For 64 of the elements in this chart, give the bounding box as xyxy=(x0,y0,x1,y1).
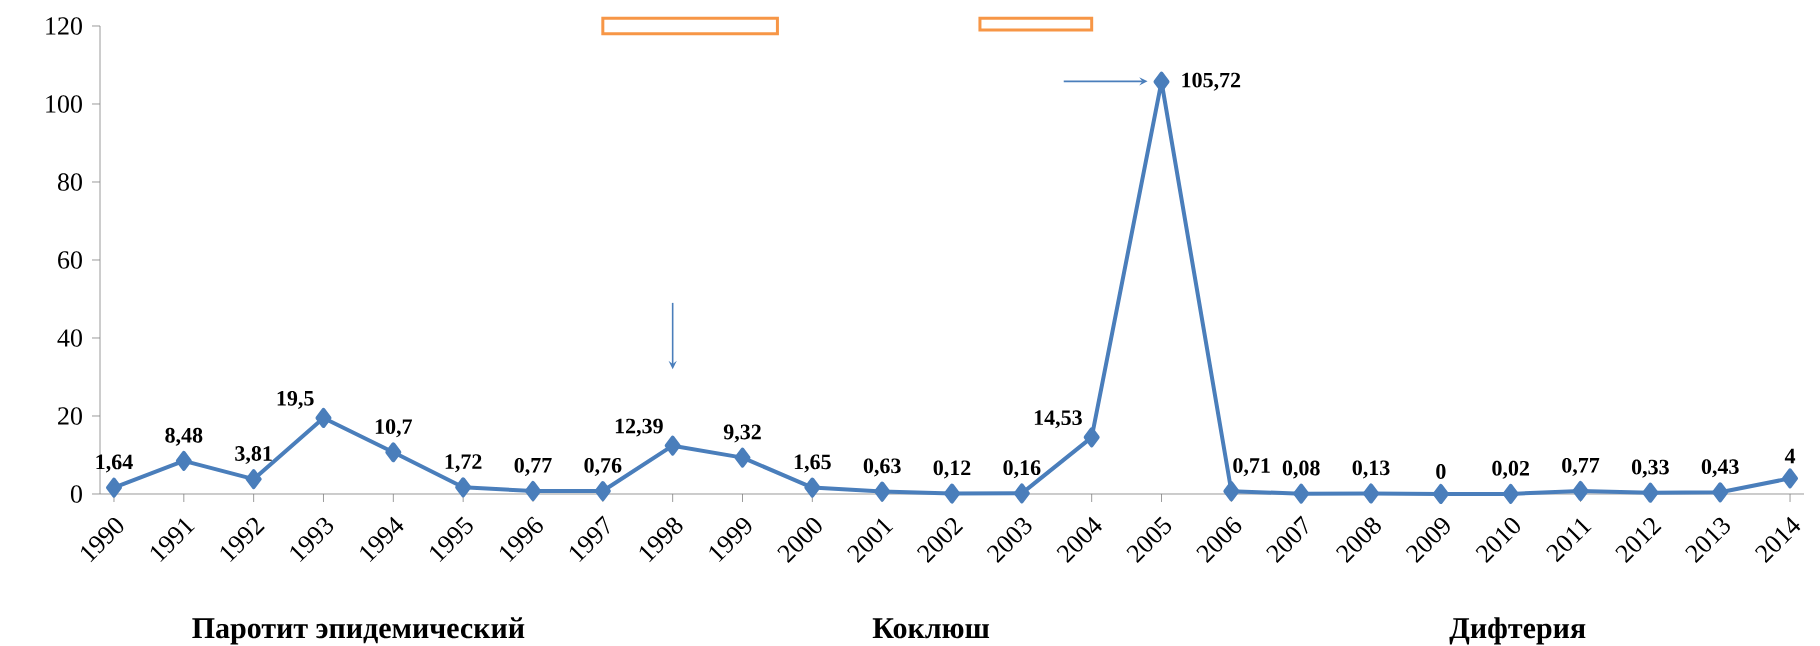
point xyxy=(1502,483,1519,504)
point xyxy=(1153,71,1170,92)
y-tick-label: 60 xyxy=(58,251,82,269)
y-tick-label: 80 xyxy=(57,173,82,191)
data-label: 1,64 xyxy=(96,454,133,473)
x-tick-label: 1999 xyxy=(709,517,752,563)
y-tick-label: 100 xyxy=(46,95,82,113)
point xyxy=(315,407,332,428)
point xyxy=(874,481,891,502)
data-label: 0 xyxy=(1436,464,1446,479)
point xyxy=(594,481,611,502)
data-label: 9,32 xyxy=(723,424,761,443)
data-label: 0,13 xyxy=(1352,460,1390,479)
point xyxy=(455,477,472,498)
text: Коклюш xyxy=(872,618,990,639)
point xyxy=(1782,468,1799,489)
y-tick-label: 20 xyxy=(58,407,82,425)
point xyxy=(1013,483,1030,504)
point xyxy=(385,442,402,463)
data-label: 0,08 xyxy=(1282,460,1320,479)
data-label: 0,16 xyxy=(1003,460,1041,479)
x-tick-label: 2011 xyxy=(1546,518,1592,563)
data-label: 14,53 xyxy=(1034,410,1082,429)
point xyxy=(525,480,541,501)
data-label: 1,65 xyxy=(794,454,831,473)
point xyxy=(1223,481,1240,502)
point xyxy=(664,435,681,456)
point xyxy=(1363,483,1380,504)
data-label: 0,77 xyxy=(1562,457,1600,476)
data-label: 4 xyxy=(1784,448,1796,464)
data-label: 0,43 xyxy=(1701,459,1739,478)
data-label: 1,72 xyxy=(445,454,482,473)
point xyxy=(804,477,821,498)
point xyxy=(1712,482,1729,503)
data-label: 0,63 xyxy=(863,458,901,477)
data-label: 0,71 xyxy=(1233,458,1270,477)
point xyxy=(105,477,122,498)
data-label: 0,12 xyxy=(933,460,971,479)
x-tick-label: 1991 xyxy=(150,518,195,563)
data-label: 3,81 xyxy=(235,446,272,465)
point xyxy=(1432,483,1449,504)
point xyxy=(1642,482,1659,503)
data-label: 0,33 xyxy=(1631,459,1669,478)
point xyxy=(1572,480,1589,501)
y-tick-label: 120 xyxy=(46,17,82,35)
text: Дифтерия xyxy=(1449,617,1586,645)
y-tick-label: 40 xyxy=(57,329,82,347)
data-label: 8,48 xyxy=(165,427,203,446)
y-tick-label: 0 xyxy=(70,485,82,503)
point xyxy=(175,450,192,471)
data-label: 0,76 xyxy=(584,457,622,476)
data-label: 0,77 xyxy=(514,457,552,476)
text: Паротит эпидемический xyxy=(192,617,525,645)
point xyxy=(1293,483,1310,504)
point xyxy=(245,469,262,490)
x-tick-label: 1990 xyxy=(80,517,124,563)
data-label: 0,02 xyxy=(1492,460,1529,479)
data-label: 19,5 xyxy=(277,390,314,409)
point xyxy=(944,483,961,504)
data-label: 10,7 xyxy=(375,419,413,438)
point xyxy=(734,447,751,468)
data-label: 105,72 xyxy=(1182,72,1241,91)
data-label: 12,39 xyxy=(615,418,663,437)
point xyxy=(1083,427,1100,448)
